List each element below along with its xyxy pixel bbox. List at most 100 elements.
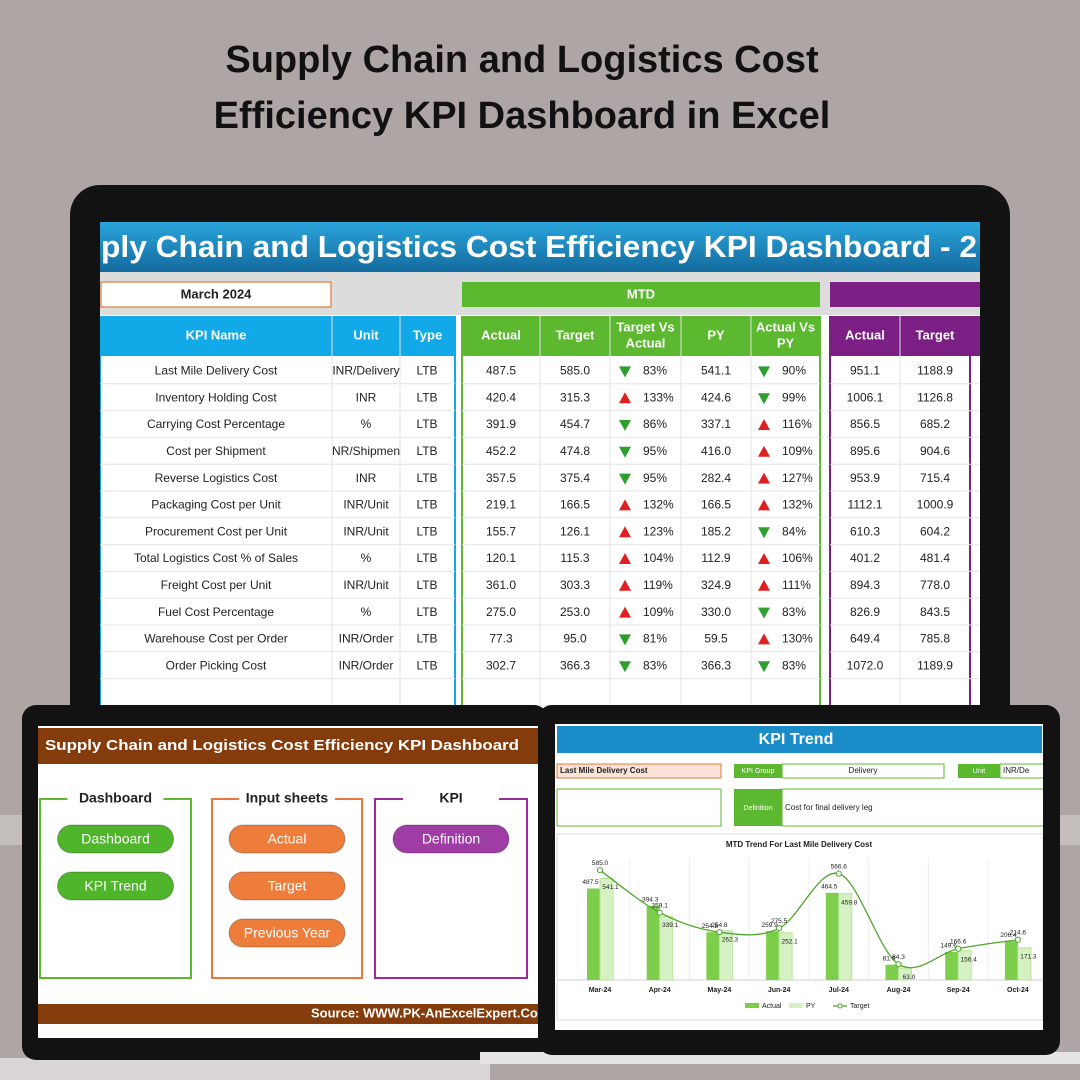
data-label: 252.1 [781, 938, 798, 945]
line-marker [1014, 936, 1022, 943]
data-label: 394.3 [642, 897, 659, 904]
table-cell: 166.5 [701, 498, 731, 512]
table-cell: % [361, 551, 372, 565]
table-cell: 185.2 [701, 524, 731, 538]
table-cell: 282.4 [701, 471, 731, 485]
column-header: PY [777, 335, 795, 350]
table-cell: 59.5 [704, 632, 728, 646]
field-value: Delivery [849, 766, 878, 775]
percent-cell: 109% [782, 444, 813, 458]
title-bar [100, 222, 980, 272]
percent-cell: 95% [643, 444, 667, 458]
table-cell: LTB [416, 632, 437, 646]
table-cell: 487.5 [486, 364, 516, 378]
table-cell: 481.4 [920, 551, 950, 565]
table-cell: 166.5 [560, 498, 590, 512]
line-marker [716, 929, 723, 936]
percent-cell: 130% [782, 632, 813, 646]
table-cell: 904.6 [920, 444, 950, 458]
button-label: Definition [422, 831, 480, 847]
table-cell: LTB [416, 444, 437, 458]
percent-cell: 111% [782, 578, 811, 592]
button-shape [228, 918, 346, 948]
button-shape [392, 824, 510, 854]
legend-label: Target [850, 1003, 870, 1010]
column-header: PY [707, 327, 725, 342]
label-box [958, 764, 1000, 778]
nav-button[interactable]: Definition [392, 824, 510, 854]
data-label: 84.3 [892, 954, 905, 961]
column-header: Unit [353, 327, 379, 342]
table-cell: 843.5 [920, 605, 950, 619]
panel-heading-bg [403, 790, 499, 808]
nav-button[interactable]: Previous Year [228, 918, 346, 948]
table-cell: NR/Shipmen [332, 444, 400, 458]
data-label: 156.4 [961, 956, 978, 963]
table-cell: 115.3 [560, 551, 589, 565]
nav-button[interactable]: Target [228, 871, 346, 901]
button-shape [57, 824, 174, 854]
percent-cell: 133% [643, 390, 674, 404]
x-tick-label: Jul-24 [829, 987, 849, 994]
data-label: 464.5 [821, 884, 838, 891]
table-cell: 375.4 [560, 471, 590, 485]
kpi-box [556, 763, 722, 779]
arrow-up [619, 392, 631, 404]
table-cell: 120.1 [486, 551, 516, 565]
info-box [556, 788, 722, 827]
table-cell: 126.1 [560, 524, 590, 538]
table-cell: 778.0 [920, 578, 950, 592]
table-cell: INR/Unit [343, 578, 389, 592]
arrow-up [758, 579, 770, 591]
nav-button[interactable]: KPI Trend [57, 871, 174, 901]
page-title: Efficiency KPI Dashboard in Excel [214, 95, 831, 137]
label-box [734, 789, 782, 826]
mtd-bar [462, 282, 820, 307]
kpi-name: Packaging Cost per Unit [151, 498, 281, 512]
table-cell: 302.7 [486, 658, 516, 672]
arrow-down [758, 607, 770, 619]
table-cell: 424.6 [701, 390, 731, 404]
table-cell: 155.7 [486, 524, 516, 538]
kpi-name: Procurement Cost per Unit [145, 524, 288, 538]
table-cell: 112.9 [701, 551, 730, 565]
table-cell: 610.3 [850, 524, 880, 538]
panel-heading-bg [67, 790, 164, 808]
table-cell: LTB [416, 390, 437, 404]
percent-cell: 119% [643, 578, 673, 592]
source-text: Source: WWW.PK-AnExcelExpert.Co [311, 1005, 538, 1020]
button-shape [228, 871, 346, 901]
line [599, 869, 1018, 969]
table-cell: 401.2 [850, 551, 880, 565]
line-marker [955, 945, 962, 952]
table-cell: 303.3 [560, 578, 590, 592]
percent-cell: 132% [782, 498, 813, 512]
table-cell: INR [356, 390, 377, 404]
table-cell: LTB [416, 658, 437, 672]
table-cell: 1112.1 [848, 498, 883, 512]
line-marker [895, 961, 902, 968]
column-header: KPI Name [186, 327, 247, 342]
table-cell: LTB [416, 364, 437, 378]
nav-button[interactable]: Dashboard [57, 824, 174, 854]
table-cell: LTB [416, 417, 437, 431]
dashboard-title: ply Chain and Logistics Cost Efficiency … [101, 229, 977, 264]
arrow-up [619, 499, 631, 511]
bar [587, 888, 600, 980]
kpi-name: Cost per Shipment [166, 444, 266, 458]
bar [706, 932, 720, 980]
table-cell: LTB [416, 471, 437, 485]
arrow-down [758, 393, 770, 405]
column-header: Actual Vs [756, 319, 815, 334]
column-header: Target [556, 327, 595, 342]
table-cell: 785.8 [920, 632, 950, 646]
bar [885, 964, 899, 980]
arrow-down [619, 420, 631, 431]
table-cell: 585.0 [560, 364, 590, 378]
kpi-name: Fuel Cost Percentage [158, 605, 274, 619]
nav-button[interactable]: Actual [228, 824, 346, 854]
column-header: Type [413, 327, 442, 342]
month-label: March 2024 [181, 286, 253, 301]
percent-cell: 123% [643, 524, 674, 538]
